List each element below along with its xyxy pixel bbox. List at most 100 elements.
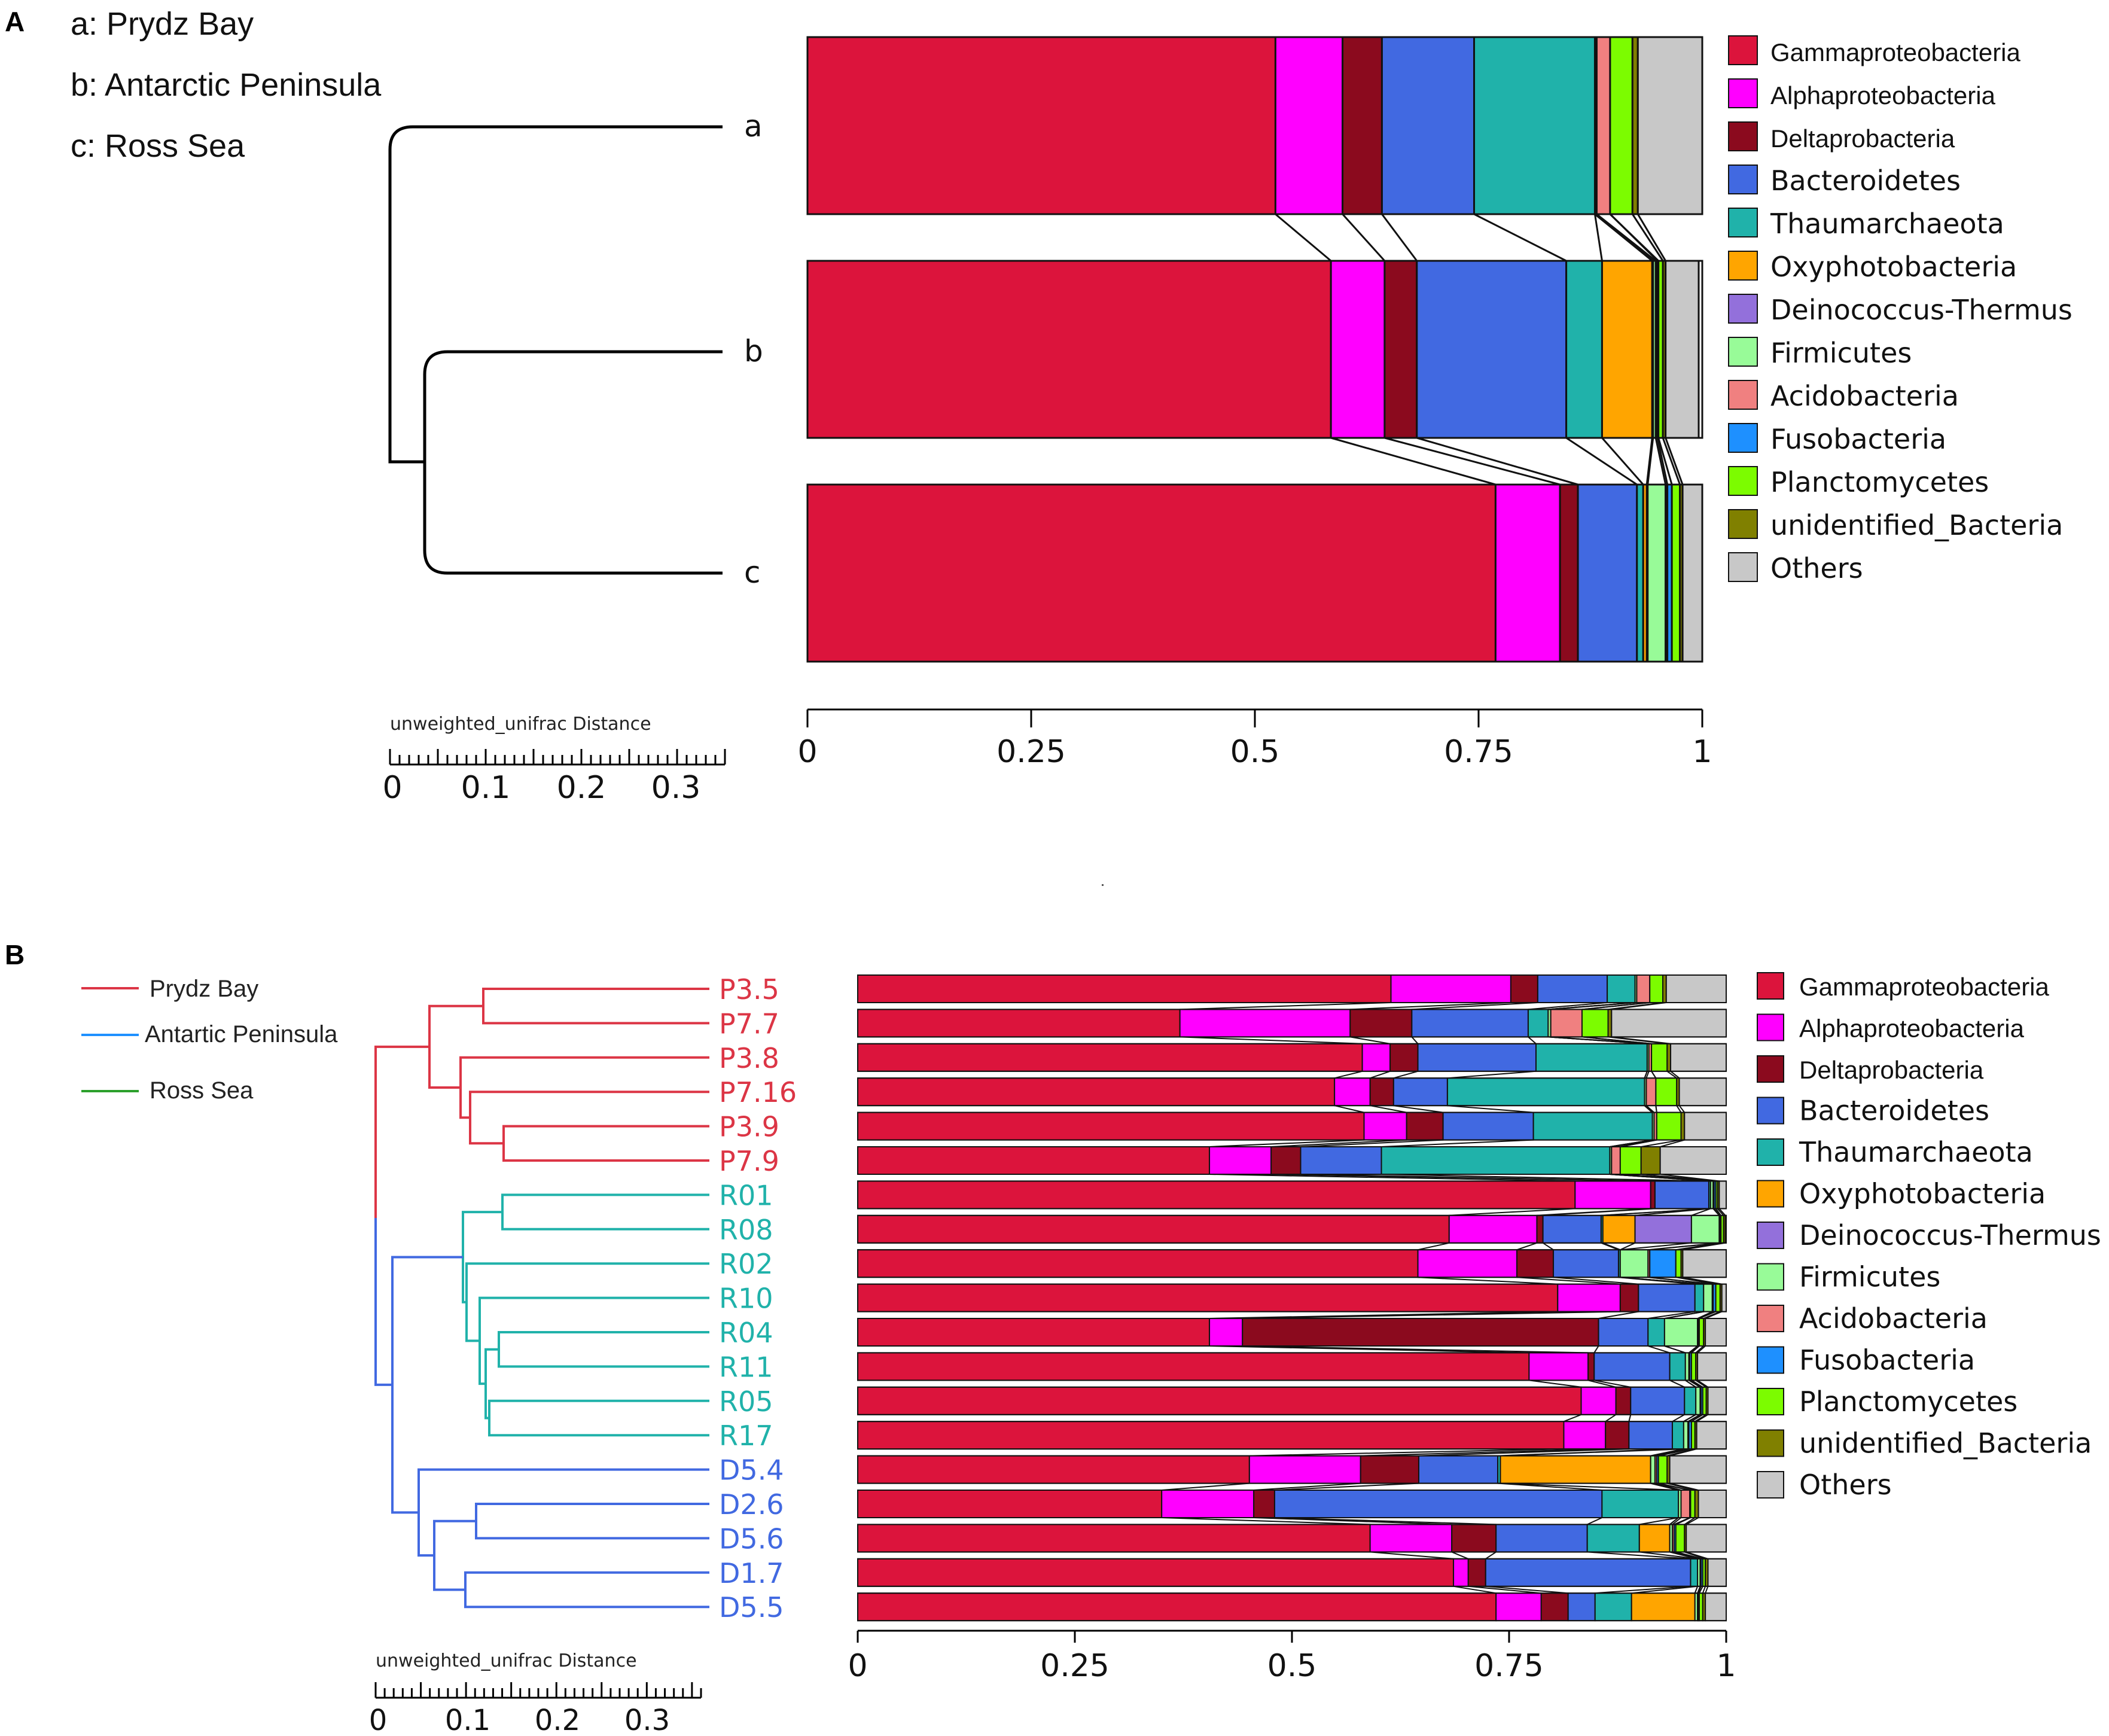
sample-label-r01: R01	[719, 1179, 773, 1211]
bar-p3-8-alphaproteobacteria	[1361, 1043, 1391, 1072]
sample-label-d2-6: D2.6	[719, 1488, 784, 1521]
bar-outline-p7-16	[857, 1077, 1727, 1107]
bar-outline-d5-4	[857, 1455, 1727, 1484]
connector-b-deltaprobacteria	[1416, 437, 1578, 486]
connector-r17-unidentified-bacteria	[1669, 1448, 1697, 1457]
connector-r02-deinococcus-thermus	[1620, 1277, 1704, 1285]
bar-r05-alphaproteobacteria	[1580, 1386, 1617, 1415]
bar-c-gammaproteobacteria	[806, 483, 1497, 663]
sample-label-r10: R10	[719, 1283, 773, 1315]
bar-r10-deltaprobacteria	[1619, 1283, 1639, 1312]
connector-r04-unidentified-bacteria	[1697, 1345, 1706, 1354]
bar-d1-7-deltaprobacteria	[1467, 1558, 1486, 1587]
scale-bar-b: unweighted_unifrac Distance 0 0.1 0.2 0.…	[369, 1650, 702, 1736]
region-legend: Prydz Bay Antartic Peninsula Ross Sea	[81, 976, 338, 1104]
bar-outline-a	[806, 36, 1703, 215]
connector-p3-5-alphaproteobacteria	[1350, 1002, 1511, 1010]
connector-r11-gammaproteobacteria	[1529, 1379, 1581, 1388]
bar-r04-thaumarchaeota	[1647, 1318, 1665, 1347]
bar-a-deltaprobacteria	[1342, 36, 1383, 215]
bar-p7-16-others	[1678, 1077, 1727, 1107]
connector-d2-6-firmicutes	[1672, 1517, 1682, 1525]
bar-r02-deltaprobacteria	[1516, 1249, 1555, 1278]
scale-b-tick-2: 0.2	[535, 1704, 580, 1736]
bar-p3-5-bacteroidetes	[1537, 974, 1608, 1003]
x-tick-label: 0.5	[1267, 1648, 1317, 1684]
connector-p7-16-planctomycetes	[1676, 1105, 1682, 1113]
bar-r10-alphaproteobacteria	[1557, 1283, 1621, 1312]
dendro-b-d-subclade	[433, 1519, 476, 1591]
bar-d5-6-bacteroidetes	[1495, 1524, 1588, 1553]
bar-a-planctomycetes	[1609, 36, 1633, 215]
connector-b-planctomycetes	[1662, 437, 1681, 485]
legend-swatch-deinococcus-thermus	[1728, 294, 1758, 324]
bar-d1-7-bacteroidetes	[1485, 1558, 1692, 1587]
scale-a-tick-3: 0.3	[651, 770, 701, 806]
bar-r08-firmicutes	[1690, 1214, 1720, 1244]
sample-label-p3-5: P3.5	[719, 973, 779, 1006]
connector-d5-6-deinococcus-thermus	[1669, 1551, 1698, 1560]
connector-d5-4-thaumarchaeota	[1500, 1482, 1679, 1491]
legend-label-firmicutes: Firmicutes	[1770, 337, 1912, 369]
legend-label-acidobacteria: Acidobacteria	[1770, 380, 1959, 412]
leaf-label-c: c	[744, 555, 761, 590]
bar-p3-8-thaumarchaeota	[1535, 1043, 1648, 1072]
connector-r08-gammaproteobacteria	[1418, 1242, 1450, 1251]
bar-r05-gammaproteobacteria	[857, 1386, 1582, 1415]
connector-r17-gammaproteobacteria	[1249, 1448, 1564, 1457]
connector-p3-5-deltaprobacteria	[1412, 1002, 1538, 1010]
scale-b-tick-3: 0.3	[624, 1704, 670, 1736]
legend-label-gammaproteobacteria: Gammaproteobacteria	[1799, 973, 2050, 1001]
bar-r05-others	[1707, 1386, 1727, 1415]
bar-p7-7-thaumarchaeota	[1527, 1009, 1549, 1038]
connector-p3-5-bacteroidetes	[1528, 1002, 1608, 1010]
scale-bar-a: unweighted_unifrac Distance 0 0.1 0.2 0.…	[382, 714, 726, 806]
connector-p3-5-unidentified-bacteria	[1611, 1002, 1666, 1010]
connector-r02-fusobacteria	[1675, 1277, 1716, 1285]
connector-r05-bacteroidetes	[1672, 1414, 1685, 1423]
bar-p3-5-acidobacteria	[1636, 974, 1651, 1003]
bar-d5-6-oxyphotobacteria	[1638, 1524, 1671, 1553]
dendro-b-d17-d55	[464, 1571, 709, 1609]
legend-label-firmicutes: Firmicutes	[1799, 1261, 1940, 1293]
bar-p3-9-deltaprobacteria	[1406, 1111, 1444, 1141]
legend-swatch-oxyphotobacteria	[1757, 1180, 1784, 1208]
connector-r01-oxyphotobacteria	[1635, 1208, 1711, 1216]
legend-swatch-planctomycetes	[1728, 466, 1758, 496]
connector-a-deltaprobacteria	[1381, 214, 1418, 261]
connector-r01-acidobacteria	[1713, 1208, 1721, 1216]
bar-outline-r10	[857, 1283, 1727, 1312]
legend-swatch-firmicutes	[1728, 337, 1758, 367]
connector-p3-8-gammaproteobacteria	[1334, 1070, 1363, 1079]
bar-r04-firmicutes	[1663, 1318, 1699, 1347]
connector-r04-planctomycetes	[1695, 1345, 1704, 1354]
bar-a-acidobacteria	[1595, 36, 1611, 215]
bar-d5-5-thaumarchaeota	[1594, 1592, 1632, 1622]
connector-a-fusobacteria	[1609, 213, 1659, 262]
connector-p3-8-unidentified-bacteria	[1670, 1071, 1680, 1079]
legend-swatch-deinococcus-thermus	[1757, 1222, 1784, 1249]
bar-c-bacteroidetes	[1577, 483, 1638, 663]
bar-d5-5-alphaproteobacteria	[1495, 1592, 1542, 1622]
bar-r04-planctomycetes	[1698, 1318, 1705, 1347]
bar-c-others	[1681, 483, 1703, 663]
connector-p7-7-unidentified-bacteria	[1611, 1036, 1671, 1044]
connector-r08-alphaproteobacteria	[1516, 1242, 1537, 1251]
connector-r10-deltaprobacteria	[1598, 1311, 1639, 1319]
bar-r10-planctomycetes	[1715, 1283, 1721, 1312]
leaf-label-a: a	[744, 109, 763, 144]
connector-r01-fusobacteria	[1715, 1208, 1722, 1216]
connector-d5-4-alphaproteobacteria	[1254, 1482, 1361, 1491]
bar-p7-7-deltaprobacteria	[1349, 1009, 1413, 1038]
connector-a-unidentified-bacteria	[1637, 214, 1666, 261]
connector-r08-unidentified-bacteria	[1683, 1242, 1726, 1251]
connector-d1-7-firmicutes	[1697, 1586, 1701, 1594]
dendro-b-p-clade	[428, 1004, 483, 1089]
bar-r02-alphaproteobacteria	[1417, 1249, 1518, 1278]
connector-r17-fusobacteria	[1658, 1448, 1692, 1457]
bar-d5-6-others	[1686, 1524, 1727, 1553]
bar-r05-deltaprobacteria	[1615, 1386, 1632, 1415]
legend-swatch-deltaprobacteria	[1757, 1055, 1784, 1083]
dendro-b-root-upper	[374, 1045, 429, 1218]
legend-swatch-thaumarchaeota	[1728, 208, 1758, 237]
